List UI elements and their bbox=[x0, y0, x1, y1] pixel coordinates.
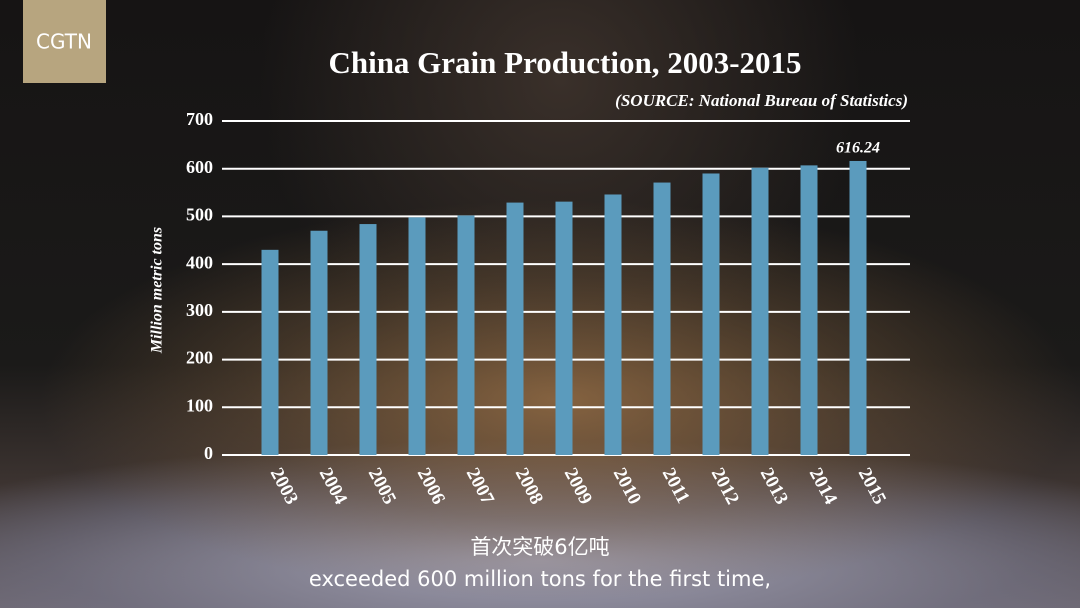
y-tick-label: 300 bbox=[186, 300, 213, 320]
bar bbox=[702, 173, 720, 455]
bar bbox=[506, 202, 524, 455]
bar bbox=[408, 217, 426, 455]
x-tick-label: 2013 bbox=[756, 465, 792, 508]
bar bbox=[310, 230, 328, 455]
x-tick-label: 2008 bbox=[511, 465, 547, 508]
x-tick-label: 2003 bbox=[266, 465, 302, 508]
data-label: 616.24 bbox=[836, 140, 880, 157]
x-tick-label: 2010 bbox=[609, 465, 645, 508]
bar bbox=[359, 224, 377, 455]
chart-title: China Grain Production, 2003-2015 bbox=[328, 45, 801, 80]
x-tick-label: 2006 bbox=[413, 465, 449, 508]
x-tick-label: 2005 bbox=[364, 465, 400, 508]
y-tick-label: 600 bbox=[186, 157, 213, 177]
y-tick-label: 100 bbox=[186, 395, 213, 415]
x-tick-label: 2014 bbox=[805, 465, 842, 509]
caption-english: exceeded 600 million tons for the first … bbox=[309, 567, 771, 591]
bar bbox=[653, 182, 671, 455]
y-tick-label: 500 bbox=[186, 205, 213, 225]
x-tick-label: 2009 bbox=[560, 465, 596, 508]
logo: CGTN bbox=[36, 30, 92, 54]
chart-subtitle: (SOURCE: National Bureau of Statistics) bbox=[615, 91, 908, 110]
bar bbox=[457, 215, 475, 455]
y-tick-label: 0 bbox=[204, 443, 213, 463]
y-axis-label: Million metric tons bbox=[149, 227, 166, 354]
y-tick-label: 700 bbox=[186, 109, 213, 129]
bar bbox=[555, 201, 573, 455]
x-tick-label: 2012 bbox=[707, 465, 743, 508]
logo-box bbox=[23, 0, 106, 83]
bar bbox=[800, 165, 818, 456]
x-tick-label: 2011 bbox=[658, 465, 694, 507]
y-tick-label: 200 bbox=[186, 348, 213, 368]
bar bbox=[604, 194, 622, 456]
bar bbox=[849, 160, 867, 455]
caption-chinese: 首次突破6亿吨 bbox=[470, 535, 609, 559]
x-tick-label: 2004 bbox=[315, 465, 352, 509]
y-tick-label: 400 bbox=[186, 252, 213, 272]
x-tick-label: 2015 bbox=[854, 465, 890, 508]
bar bbox=[261, 249, 279, 455]
x-tick-label: 2007 bbox=[462, 465, 499, 509]
bar bbox=[751, 167, 769, 455]
